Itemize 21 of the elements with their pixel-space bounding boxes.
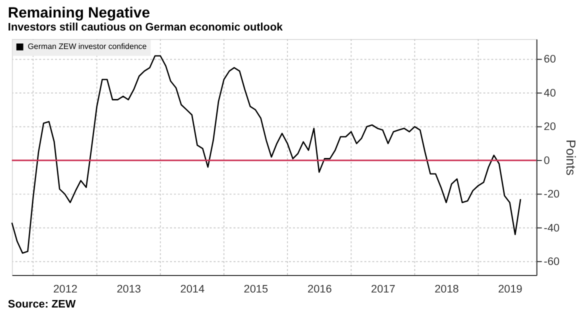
- x-tick-label: 2013: [116, 283, 141, 296]
- line-series: [11, 55, 522, 254]
- y-tick-label: -40: [544, 222, 560, 234]
- source-note: Source: ZEW: [8, 298, 76, 311]
- y-tick-label: -60: [544, 256, 560, 268]
- x-tick-label: 2014: [180, 283, 204, 296]
- x-tick-label: 2017: [371, 283, 396, 296]
- x-tick-label: 2019: [498, 283, 522, 296]
- y-axis-title: Points: [564, 140, 579, 176]
- x-tick-label: 2016: [308, 283, 332, 296]
- x-tick-label: 2015: [244, 283, 268, 296]
- chart-subtitle: Investors still cautious on German economic outlook: [8, 22, 284, 34]
- y-tick-label: 60: [544, 54, 556, 66]
- y-tick-label: 40: [544, 87, 556, 100]
- chart-title: Remaining Negative: [8, 6, 150, 22]
- y-tick-label: -20: [544, 188, 560, 201]
- x-tick-label: 2018: [434, 283, 459, 296]
- legend-label: German ZEW investor confidence: [28, 42, 148, 51]
- x-tick-label: 2012: [53, 283, 78, 296]
- y-tick-label: 20: [544, 121, 556, 134]
- y-tick-label: 0: [544, 154, 550, 167]
